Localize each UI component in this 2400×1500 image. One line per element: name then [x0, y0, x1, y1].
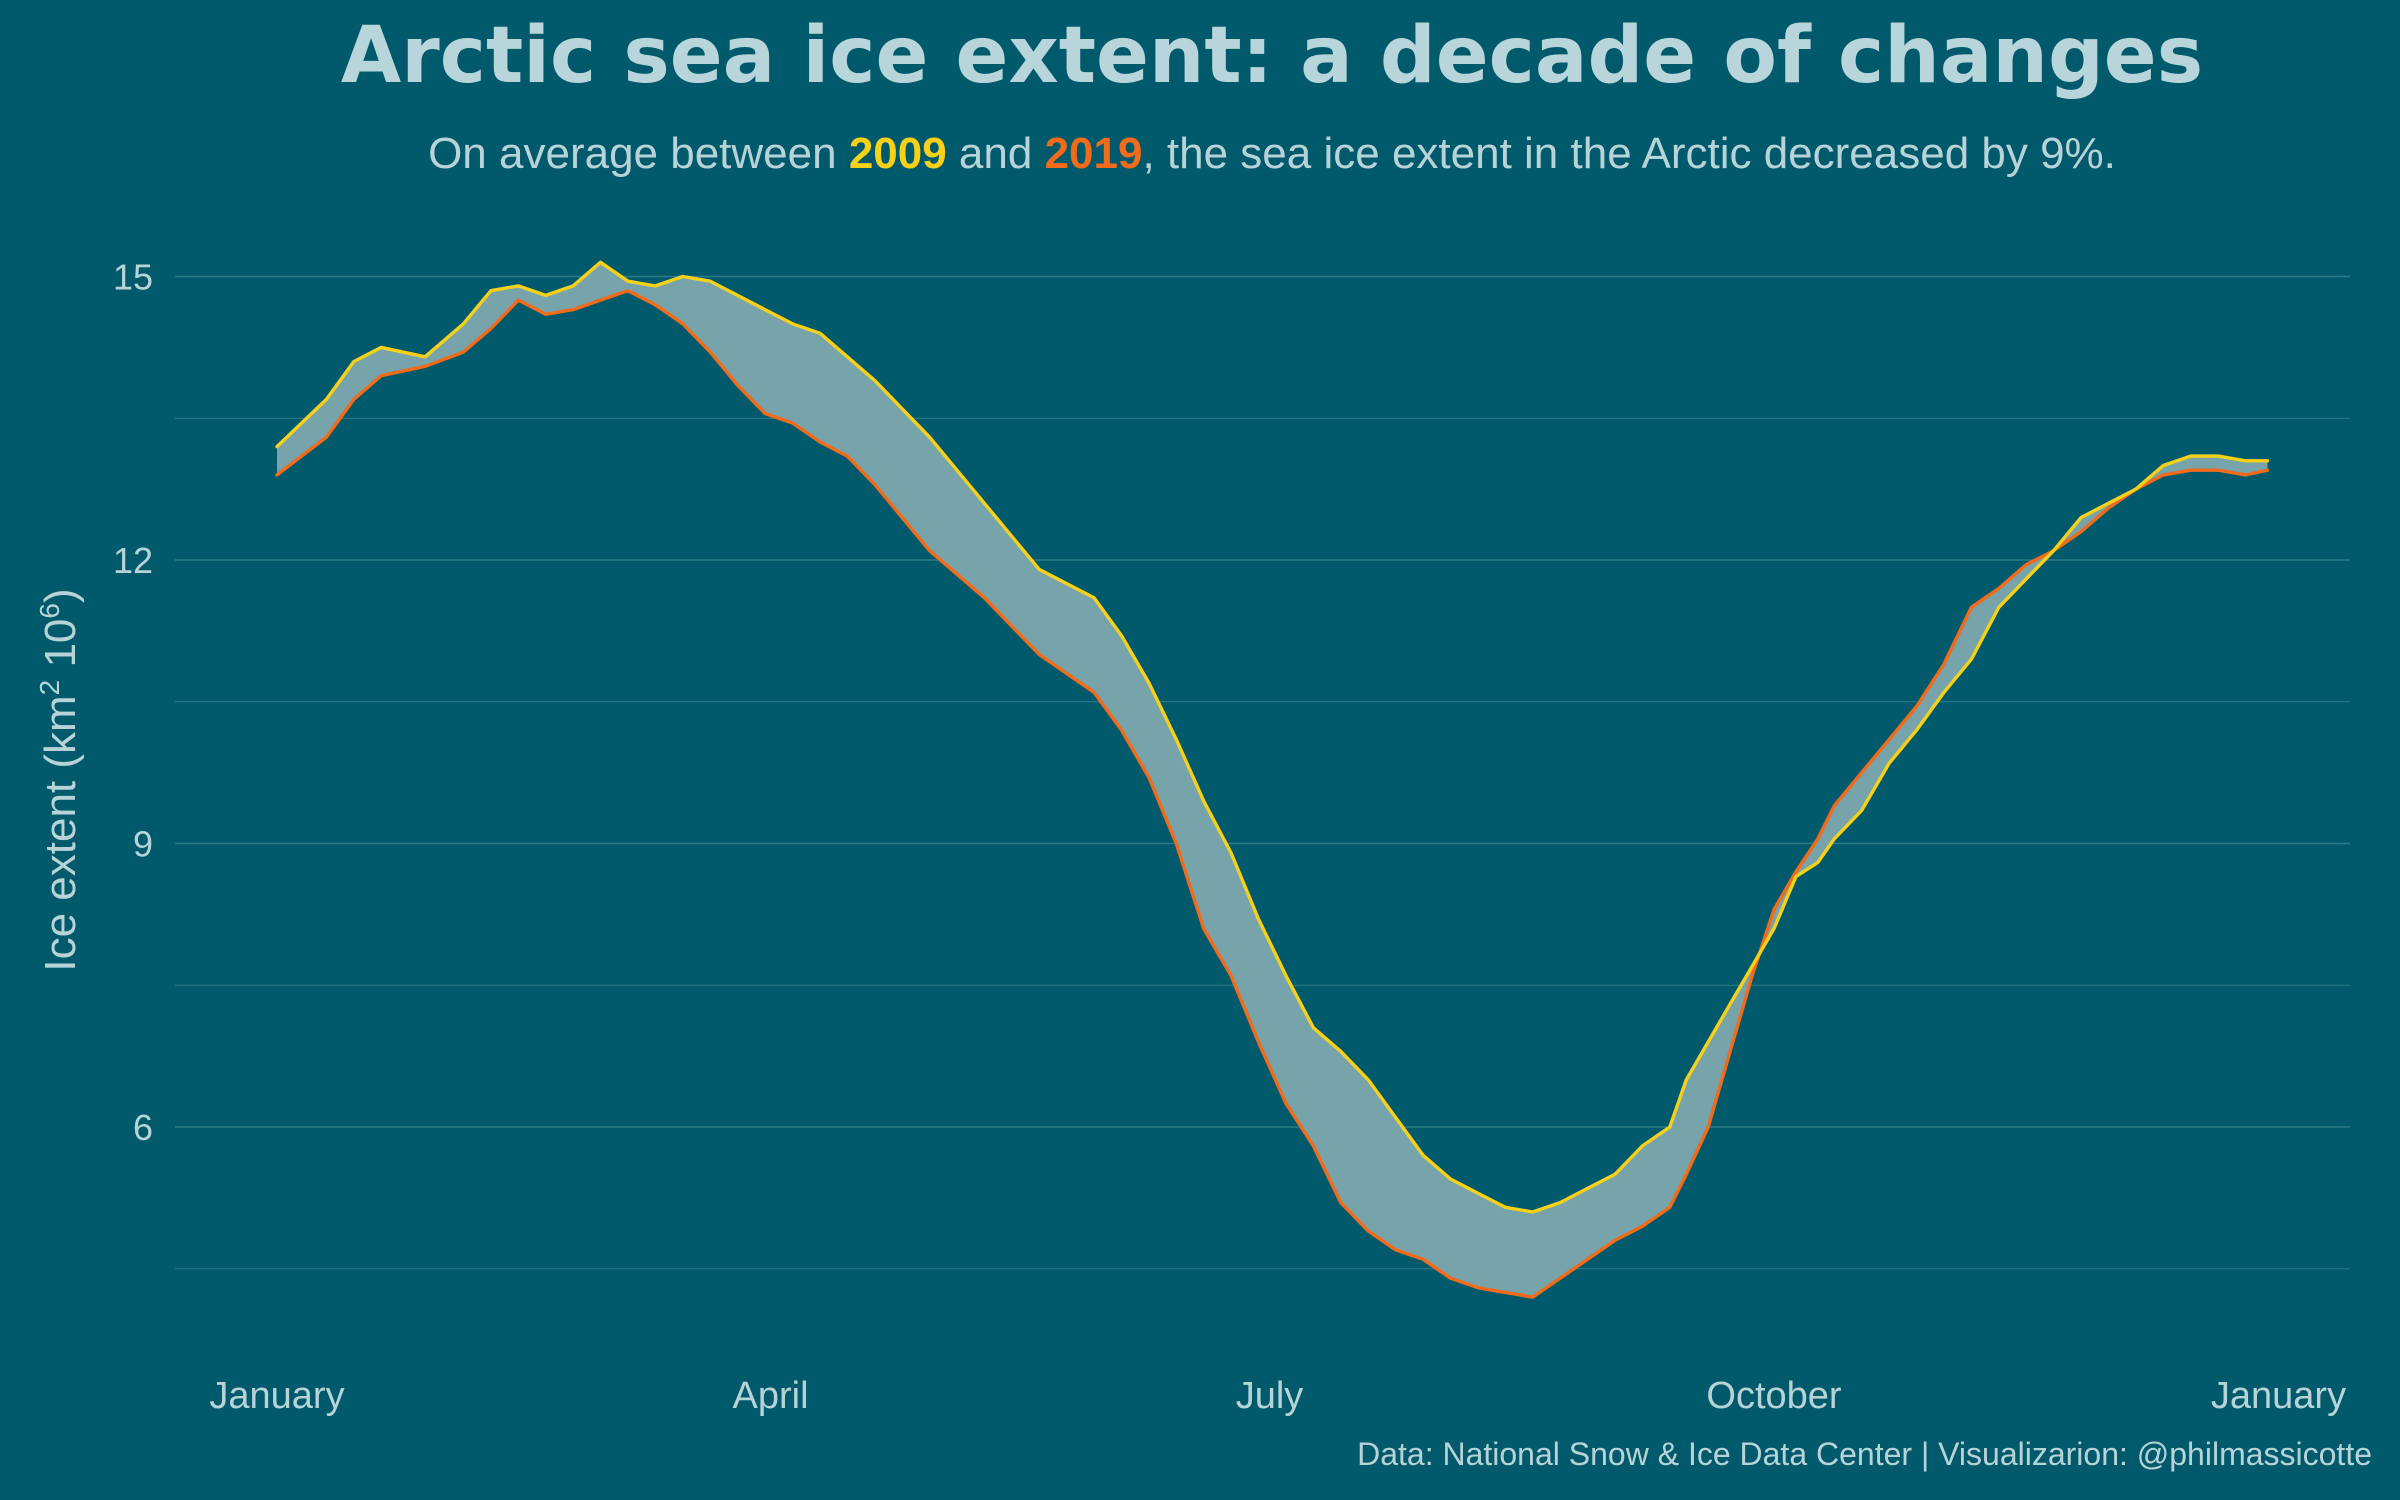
chart-title: Arctic sea ice extent: a decade of chang…	[341, 11, 2203, 101]
subtitle-prefix: On average between	[428, 129, 849, 178]
series-line-2009	[275, 260, 2270, 1214]
x-tick-label: January	[2211, 1375, 2346, 1417]
subtitle-middle: and	[947, 129, 1045, 178]
chart-subtitle: On average between 2009 and 2019, the se…	[428, 129, 2116, 178]
y-axis-label-main: Ice extent (km	[36, 695, 85, 971]
x-tick-label: July	[1236, 1375, 1304, 1417]
ribbon-layer	[277, 262, 2268, 1298]
y-axis-label-sup1: 2	[34, 680, 65, 696]
y-tick-label: 12	[113, 540, 153, 581]
x-tick-label: October	[1706, 1375, 1842, 1417]
y-axis-label-sup2: 6	[34, 603, 65, 619]
y-tick-label: 15	[113, 257, 153, 298]
y-axis-label: Ice extent (km2 106)	[34, 588, 85, 971]
x-tick-label: January	[209, 1375, 344, 1417]
y-axis-label-mid: 10	[36, 619, 85, 680]
ribbon-area	[277, 262, 2268, 1298]
subtitle-suffix: , the sea ice extent in the Arctic decre…	[1142, 129, 2115, 178]
y-axis-label-end: )	[36, 588, 85, 603]
x-axis-ticks: January April July October January	[209, 1375, 2346, 1417]
y-tick-label: 9	[133, 824, 153, 865]
x-tick-label: April	[733, 1375, 809, 1417]
y-tick-label: 6	[133, 1107, 153, 1148]
y-axis-ticks: 6 9 12 15	[113, 257, 153, 1149]
subtitle-year-2019: 2019	[1045, 129, 1143, 178]
series-line-2019	[275, 289, 2270, 1299]
chart-caption: Data: National Snow & Ice Data Center | …	[1357, 1436, 2372, 1472]
series-layer	[275, 260, 2270, 1299]
subtitle-year-2009: 2009	[849, 129, 947, 178]
